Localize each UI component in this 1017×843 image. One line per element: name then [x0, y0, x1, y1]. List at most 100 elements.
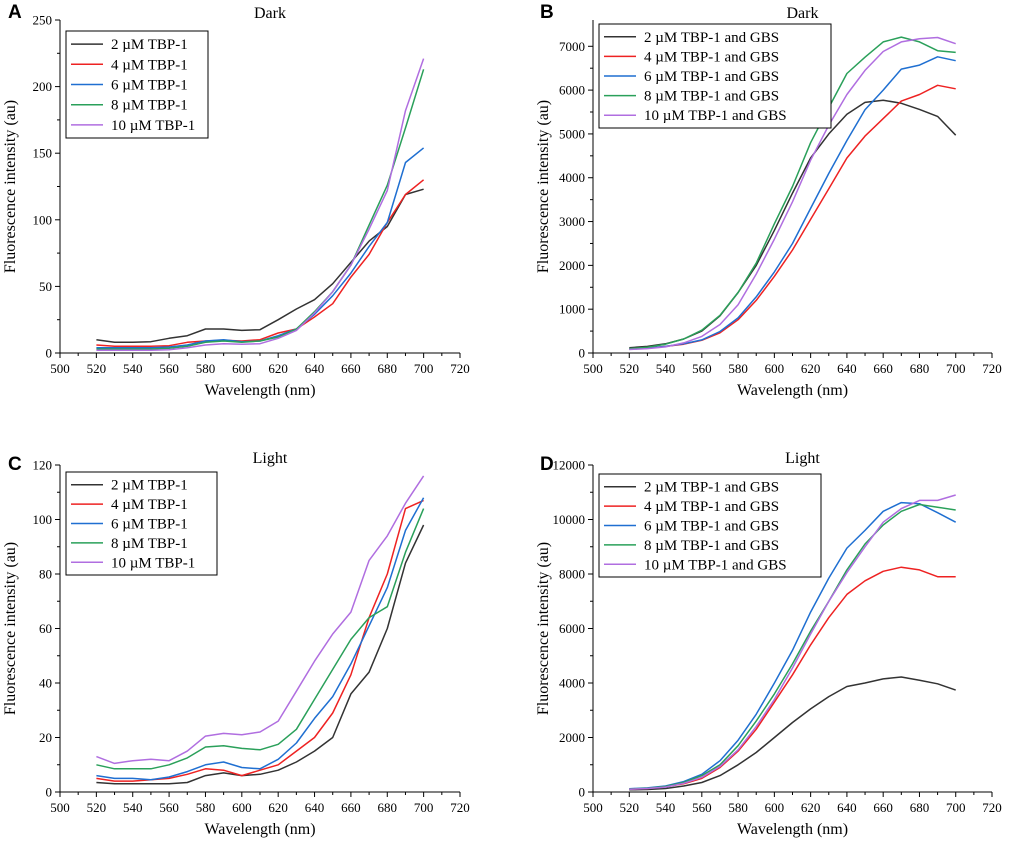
- x-tick-label: 620: [801, 361, 821, 376]
- y-tick-label: 0: [46, 346, 53, 361]
- series-line-3: [629, 56, 956, 350]
- x-tick-label: 640: [305, 800, 325, 815]
- x-tick-label: 600: [765, 800, 785, 815]
- series-line-4: [96, 508, 425, 770]
- x-tick-label: 720: [450, 361, 470, 376]
- series-line-5: [96, 58, 425, 352]
- y-tick-label: 40: [39, 676, 52, 691]
- y-tick-label: 4000: [559, 676, 585, 691]
- series-line-1: [629, 99, 957, 349]
- x-tick-label: 700: [414, 361, 434, 376]
- x-tick-label: 600: [232, 361, 252, 376]
- x-tick-label: 500: [50, 800, 70, 815]
- legend-label: 6 µM TBP-1 and GBS: [644, 519, 779, 535]
- legend-label: 6 µM TBP-1: [111, 78, 188, 94]
- series-line-5: [96, 475, 425, 765]
- panel-letter: C: [8, 454, 22, 475]
- series-line-5: [629, 36, 956, 351]
- legend-label: 8 µM TBP-1: [111, 536, 188, 552]
- legend-label: 8 µM TBP-1 and GBS: [644, 538, 779, 554]
- legend-label: 4 µM TBP-1 and GBS: [644, 499, 779, 515]
- x-tick-label: 520: [620, 800, 640, 815]
- x-tick-label: 660: [873, 800, 893, 815]
- y-tick-label: 0: [579, 346, 586, 361]
- x-tick-label: 620: [268, 800, 288, 815]
- chart-title: Light: [253, 450, 288, 467]
- x-tick-label: 500: [50, 361, 70, 376]
- x-tick-label: 660: [341, 800, 361, 815]
- y-tick-label: 10000: [553, 512, 586, 527]
- x-tick-label: 660: [341, 361, 361, 376]
- x-tick-label: 620: [268, 361, 288, 376]
- x-axis-label: Wavelength (nm): [204, 382, 315, 399]
- legend: 2 µM TBP-1 and GBS 4 µM TBP-1 and GBS 6 µM…: [598, 473, 822, 578]
- series-line-4: [629, 36, 956, 350]
- y-tick-label: 4000: [559, 170, 585, 185]
- series-line-3: [629, 501, 957, 790]
- panel-d: D Light 500 520 540 560 580 600 620 640 660 680 700 7…: [535, 450, 1002, 838]
- x-tick-label: 680: [910, 800, 930, 815]
- y-tick-label: 200: [33, 79, 53, 94]
- x-tick-label: 560: [692, 361, 712, 376]
- y-tick-label: 100: [33, 512, 53, 527]
- y-tick-label: 50: [39, 279, 52, 294]
- x-tick-label: 500: [583, 361, 603, 376]
- y-tick-label: 8000: [559, 567, 585, 582]
- legend-label: 4 µM TBP-1: [111, 497, 188, 513]
- series-line-3: [96, 497, 425, 781]
- x-tick-label: 720: [982, 361, 1002, 376]
- x-tick-label: 540: [656, 800, 676, 815]
- x-tick-label: 580: [196, 800, 216, 815]
- x-tick-label: 540: [123, 361, 143, 376]
- y-tick-label: 2000: [559, 730, 585, 745]
- x-tick-label: 620: [801, 800, 821, 815]
- y-axis-label: Fluorescence intensity (au): [2, 542, 19, 715]
- x-tick-label: 560: [159, 361, 179, 376]
- legend-label: 8 µM TBP-1: [111, 98, 188, 114]
- series-line-1: [629, 676, 956, 791]
- series-line-5: [629, 494, 956, 791]
- panel-letter: A: [8, 2, 22, 23]
- x-tick-label: 580: [728, 800, 748, 815]
- legend: 2 µM TBP-1 and GBS 4 µM TBP-1 and GBS 6 µM…: [598, 23, 832, 129]
- legend: 2 µM TBP-1 4 µM TBP-1 6 µM TBP-1 8 µM TBP-1…: [65, 471, 218, 576]
- y-tick-label: 2000: [559, 258, 585, 273]
- x-tick-label: 700: [414, 800, 434, 815]
- x-tick-label: 560: [159, 800, 179, 815]
- panel-b: B Dark 500 520 540 560 580 600 620 640 660 680 700 72…: [535, 2, 1002, 399]
- x-tick-label: 540: [656, 361, 676, 376]
- x-tick-label: 580: [728, 361, 748, 376]
- panel-letter: D: [540, 454, 554, 475]
- y-tick-label: 6000: [559, 621, 585, 636]
- chart-title: Dark: [787, 5, 819, 22]
- x-axis-label: Wavelength (nm): [737, 821, 848, 838]
- legend-label: 2 µM TBP-1 and GBS: [644, 30, 779, 46]
- x-tick-label: 680: [378, 800, 398, 815]
- y-tick-label: 250: [33, 13, 53, 28]
- y-tick-label: 20: [39, 730, 52, 745]
- y-tick-label: 7000: [559, 39, 585, 54]
- y-tick-label: 60: [39, 621, 52, 636]
- legend: 2 µM TBP-1 4 µM TBP-1 6 µM TBP-1 8 µM TBP-1…: [65, 30, 209, 139]
- chart-title: Dark: [254, 5, 286, 22]
- legend-label: 8 µM TBP-1 and GBS: [644, 89, 779, 105]
- legend-label: 4 µM TBP-1: [111, 57, 188, 73]
- x-tick-label: 520: [87, 361, 107, 376]
- x-tick-label: 580: [196, 361, 216, 376]
- x-tick-label: 700: [946, 800, 966, 815]
- x-axis-label: Wavelength (nm): [737, 382, 848, 399]
- series-line-1: [96, 188, 424, 344]
- x-tick-label: 700: [946, 361, 966, 376]
- y-tick-label: 12000: [553, 458, 586, 473]
- y-tick-label: 150: [33, 146, 53, 161]
- y-tick-label: 0: [579, 785, 586, 800]
- legend-label: 6 µM TBP-1: [111, 517, 188, 533]
- y-tick-label: 5000: [559, 126, 585, 141]
- x-axis-label: Wavelength (nm): [204, 821, 315, 838]
- legend-label: 10 µM TBP-1 and GBS: [644, 108, 787, 124]
- x-tick-label: 720: [450, 800, 470, 815]
- x-tick-label: 640: [837, 800, 857, 815]
- x-tick-label: 680: [378, 361, 398, 376]
- legend-label: 2 µM TBP-1: [111, 478, 188, 494]
